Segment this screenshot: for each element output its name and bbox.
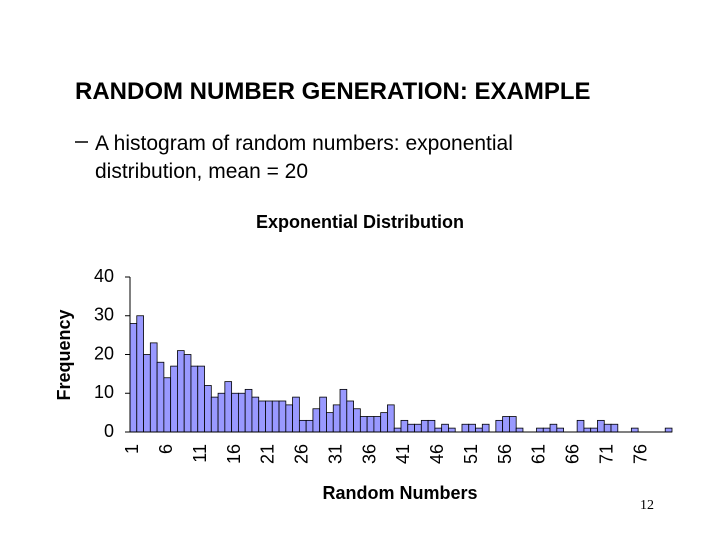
bar (285, 404, 294, 433)
bar (515, 427, 524, 433)
bar (143, 354, 151, 433)
bar (590, 427, 598, 433)
bar (136, 315, 144, 433)
bar (312, 408, 321, 433)
bar (610, 423, 619, 433)
y-tick-label: 40 (94, 266, 114, 286)
bar (583, 427, 592, 433)
bar (420, 419, 429, 433)
bar (292, 396, 300, 433)
x-tick-label: 51 (461, 444, 481, 464)
bar (603, 423, 612, 433)
x-tick-label: 26 (292, 444, 312, 464)
y-tick-label: 10 (94, 382, 114, 402)
x-tick-label: 11 (190, 444, 210, 463)
bar (231, 392, 239, 433)
bar (576, 419, 585, 433)
bar (441, 423, 449, 433)
x-tick-label: 21 (258, 444, 278, 464)
bar (326, 412, 334, 433)
bar (237, 392, 246, 433)
bar (359, 416, 368, 433)
x-axis-title: Random Numbers (322, 483, 477, 503)
bar (224, 381, 233, 433)
bar (204, 385, 212, 433)
x-tick-label: 66 (563, 444, 583, 464)
bar (298, 419, 307, 433)
bar (542, 427, 551, 433)
bar (414, 423, 422, 433)
bar (448, 427, 456, 433)
bar (346, 400, 354, 433)
bar (366, 416, 375, 433)
x-tick-label: 71 (596, 444, 616, 464)
bar (332, 404, 341, 433)
bar (156, 361, 165, 433)
bar (495, 419, 504, 433)
bar (129, 323, 138, 433)
bar (197, 365, 205, 433)
bar (380, 412, 388, 433)
x-tick-label: 6 (156, 444, 176, 454)
bar (217, 392, 226, 433)
bar (556, 427, 565, 433)
bar (258, 400, 266, 433)
bar (475, 427, 483, 433)
bar (434, 427, 443, 433)
x-tick-label: 41 (393, 444, 413, 464)
bar (305, 419, 314, 433)
bar (319, 396, 327, 433)
x-tick-label: 36 (359, 444, 379, 464)
page-number: 12 (640, 498, 654, 513)
bar (177, 350, 185, 433)
bar (630, 427, 639, 433)
bar (461, 423, 470, 433)
bar (400, 419, 409, 433)
bar (190, 365, 199, 433)
x-tick-label: 76 (630, 444, 650, 464)
bar (278, 400, 287, 433)
bar (427, 419, 436, 433)
bar (597, 419, 605, 433)
x-tick-label: 16 (224, 444, 244, 464)
x-tick-label: 46 (427, 444, 447, 464)
bar (508, 416, 517, 433)
bar (353, 408, 361, 433)
bar (339, 388, 348, 433)
x-tick-label: 56 (495, 444, 515, 464)
x-tick-label: 61 (529, 444, 549, 464)
bar (536, 427, 544, 433)
chart-title: Exponential Distribution (256, 212, 464, 232)
bar (664, 427, 673, 433)
y-tick-label: 0 (104, 421, 114, 441)
bullet-text: A histogram of random numbers: exponenti… (95, 132, 513, 183)
y-tick-label: 20 (94, 343, 114, 363)
bar (163, 377, 172, 433)
slide-title: RANDOM NUMBER GENERATION: EXAMPLE (75, 78, 591, 105)
bar (210, 396, 219, 433)
bar (149, 342, 158, 433)
bar (468, 423, 476, 433)
bar (183, 354, 192, 433)
bar (549, 423, 558, 433)
bar (502, 416, 510, 433)
bar (407, 423, 415, 433)
bar (251, 396, 260, 433)
bar (373, 416, 382, 433)
y-tick-label: 30 (94, 305, 114, 325)
y-axis-title: Frequency (54, 309, 74, 400)
bar (244, 388, 253, 433)
bar (387, 404, 395, 433)
bar (170, 365, 178, 433)
bar (393, 427, 402, 433)
bar (265, 400, 273, 433)
x-tick-label: 31 (325, 444, 345, 464)
bar (271, 400, 280, 433)
x-tick-label: 1 (122, 444, 142, 454)
bar (481, 423, 490, 433)
